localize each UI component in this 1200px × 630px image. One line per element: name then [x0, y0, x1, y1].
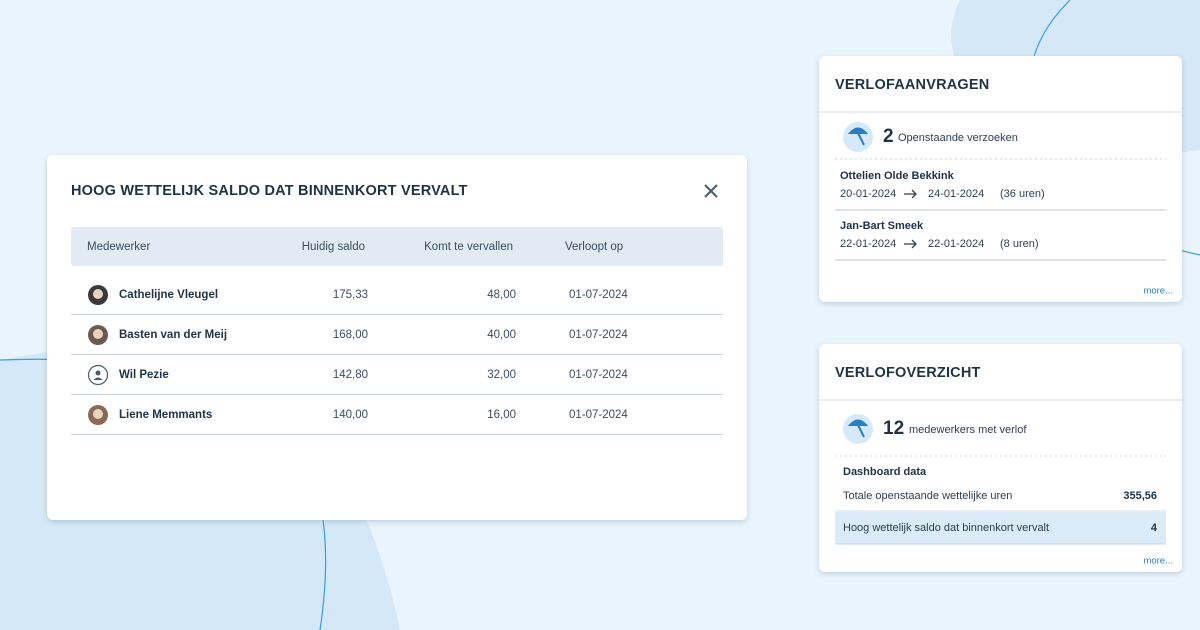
- arrow: [904, 189, 917, 199]
- request-name: Jan-Bart Smeek: [840, 220, 924, 232]
- avatar-face: [93, 289, 103, 299]
- row-value: 4: [1151, 522, 1158, 534]
- highlight-row[interactable]: [835, 512, 1166, 544]
- employee-name: Wil Pezie: [119, 369, 169, 381]
- icon: [843, 414, 873, 444]
- arrow: [904, 239, 917, 249]
- icon: [843, 122, 873, 152]
- row-value: 355,56: [1123, 490, 1157, 502]
- row-label: Hoog wettelijk saldo dat binnenkort verv…: [843, 522, 1049, 534]
- card-title: VERLOFOVERZICHT: [835, 365, 981, 381]
- employee-name: Liene Memmants: [119, 409, 212, 421]
- date-from: 22-01-2024: [840, 238, 896, 250]
- close-button[interactable]: [704, 184, 718, 198]
- avatar-head: [95, 370, 101, 376]
- count-label: medewerkers met verlof: [909, 424, 1027, 436]
- count: 12: [883, 418, 904, 439]
- date-from: 20-01-2024: [840, 188, 896, 200]
- employee-name: Cathelijne Vleugel: [119, 289, 218, 301]
- column-header: Huidig saldo: [302, 241, 365, 253]
- request-name: Ottelien Olde Bekkink: [840, 170, 955, 182]
- leave-overview-card: VERLOFOVERZICHT 12 medewerkers met verlo…: [819, 344, 1182, 572]
- row-label: Totale openstaande wettelijke uren: [843, 490, 1012, 502]
- more-link[interactable]: more...: [1143, 556, 1173, 567]
- avatar-face: [93, 409, 103, 419]
- date-to: 24-01-2024: [928, 188, 984, 200]
- avatar-body: [93, 377, 103, 380]
- hours: (8 uren): [1000, 238, 1039, 250]
- cell: 140,00: [333, 409, 368, 421]
- panel-title: HOOG WETTELIJK SALDO DAT BINNENKORT VERV…: [71, 183, 468, 199]
- cell: 01-07-2024: [569, 289, 628, 301]
- column-header: Komt te vervallen: [424, 241, 513, 253]
- cell: 168,00: [333, 329, 368, 341]
- cell: 01-07-2024: [569, 369, 628, 381]
- cell: 16,00: [487, 409, 516, 421]
- avatar-face: [93, 329, 103, 339]
- umbrella-icon: [847, 419, 869, 438]
- more-link[interactable]: more...: [1143, 286, 1173, 297]
- cell: 40,00: [487, 329, 516, 341]
- count-label: Openstaande verzoeken: [898, 132, 1018, 144]
- cell: 142,80: [333, 369, 368, 381]
- hours: (36 uren): [1000, 188, 1045, 200]
- column-header: Verloopt op: [565, 241, 623, 253]
- card-title: VERLOFAANVRAGEN: [835, 77, 989, 93]
- card: [819, 56, 1182, 302]
- cell: 32,00: [487, 369, 516, 381]
- cell: 01-07-2024: [569, 329, 628, 341]
- employee-name: Basten van der Meij: [119, 329, 227, 341]
- main-panel: HOOG WETTELIJK SALDO DAT BINNENKORT VERV…: [47, 155, 747, 520]
- cell: 01-07-2024: [569, 409, 628, 421]
- column-header: Medewerker: [87, 241, 150, 253]
- cell: 48,00: [487, 289, 516, 301]
- cell: 175,33: [333, 289, 368, 301]
- section-title: Dashboard data: [843, 466, 927, 478]
- table-header: [71, 227, 723, 266]
- date-to: 22-01-2024: [928, 238, 984, 250]
- leave-requests-card: VERLOFAANVRAGEN 2 Openstaande verzoeken …: [819, 56, 1182, 302]
- umbrella-icon: [847, 127, 869, 146]
- count: 2: [883, 126, 894, 147]
